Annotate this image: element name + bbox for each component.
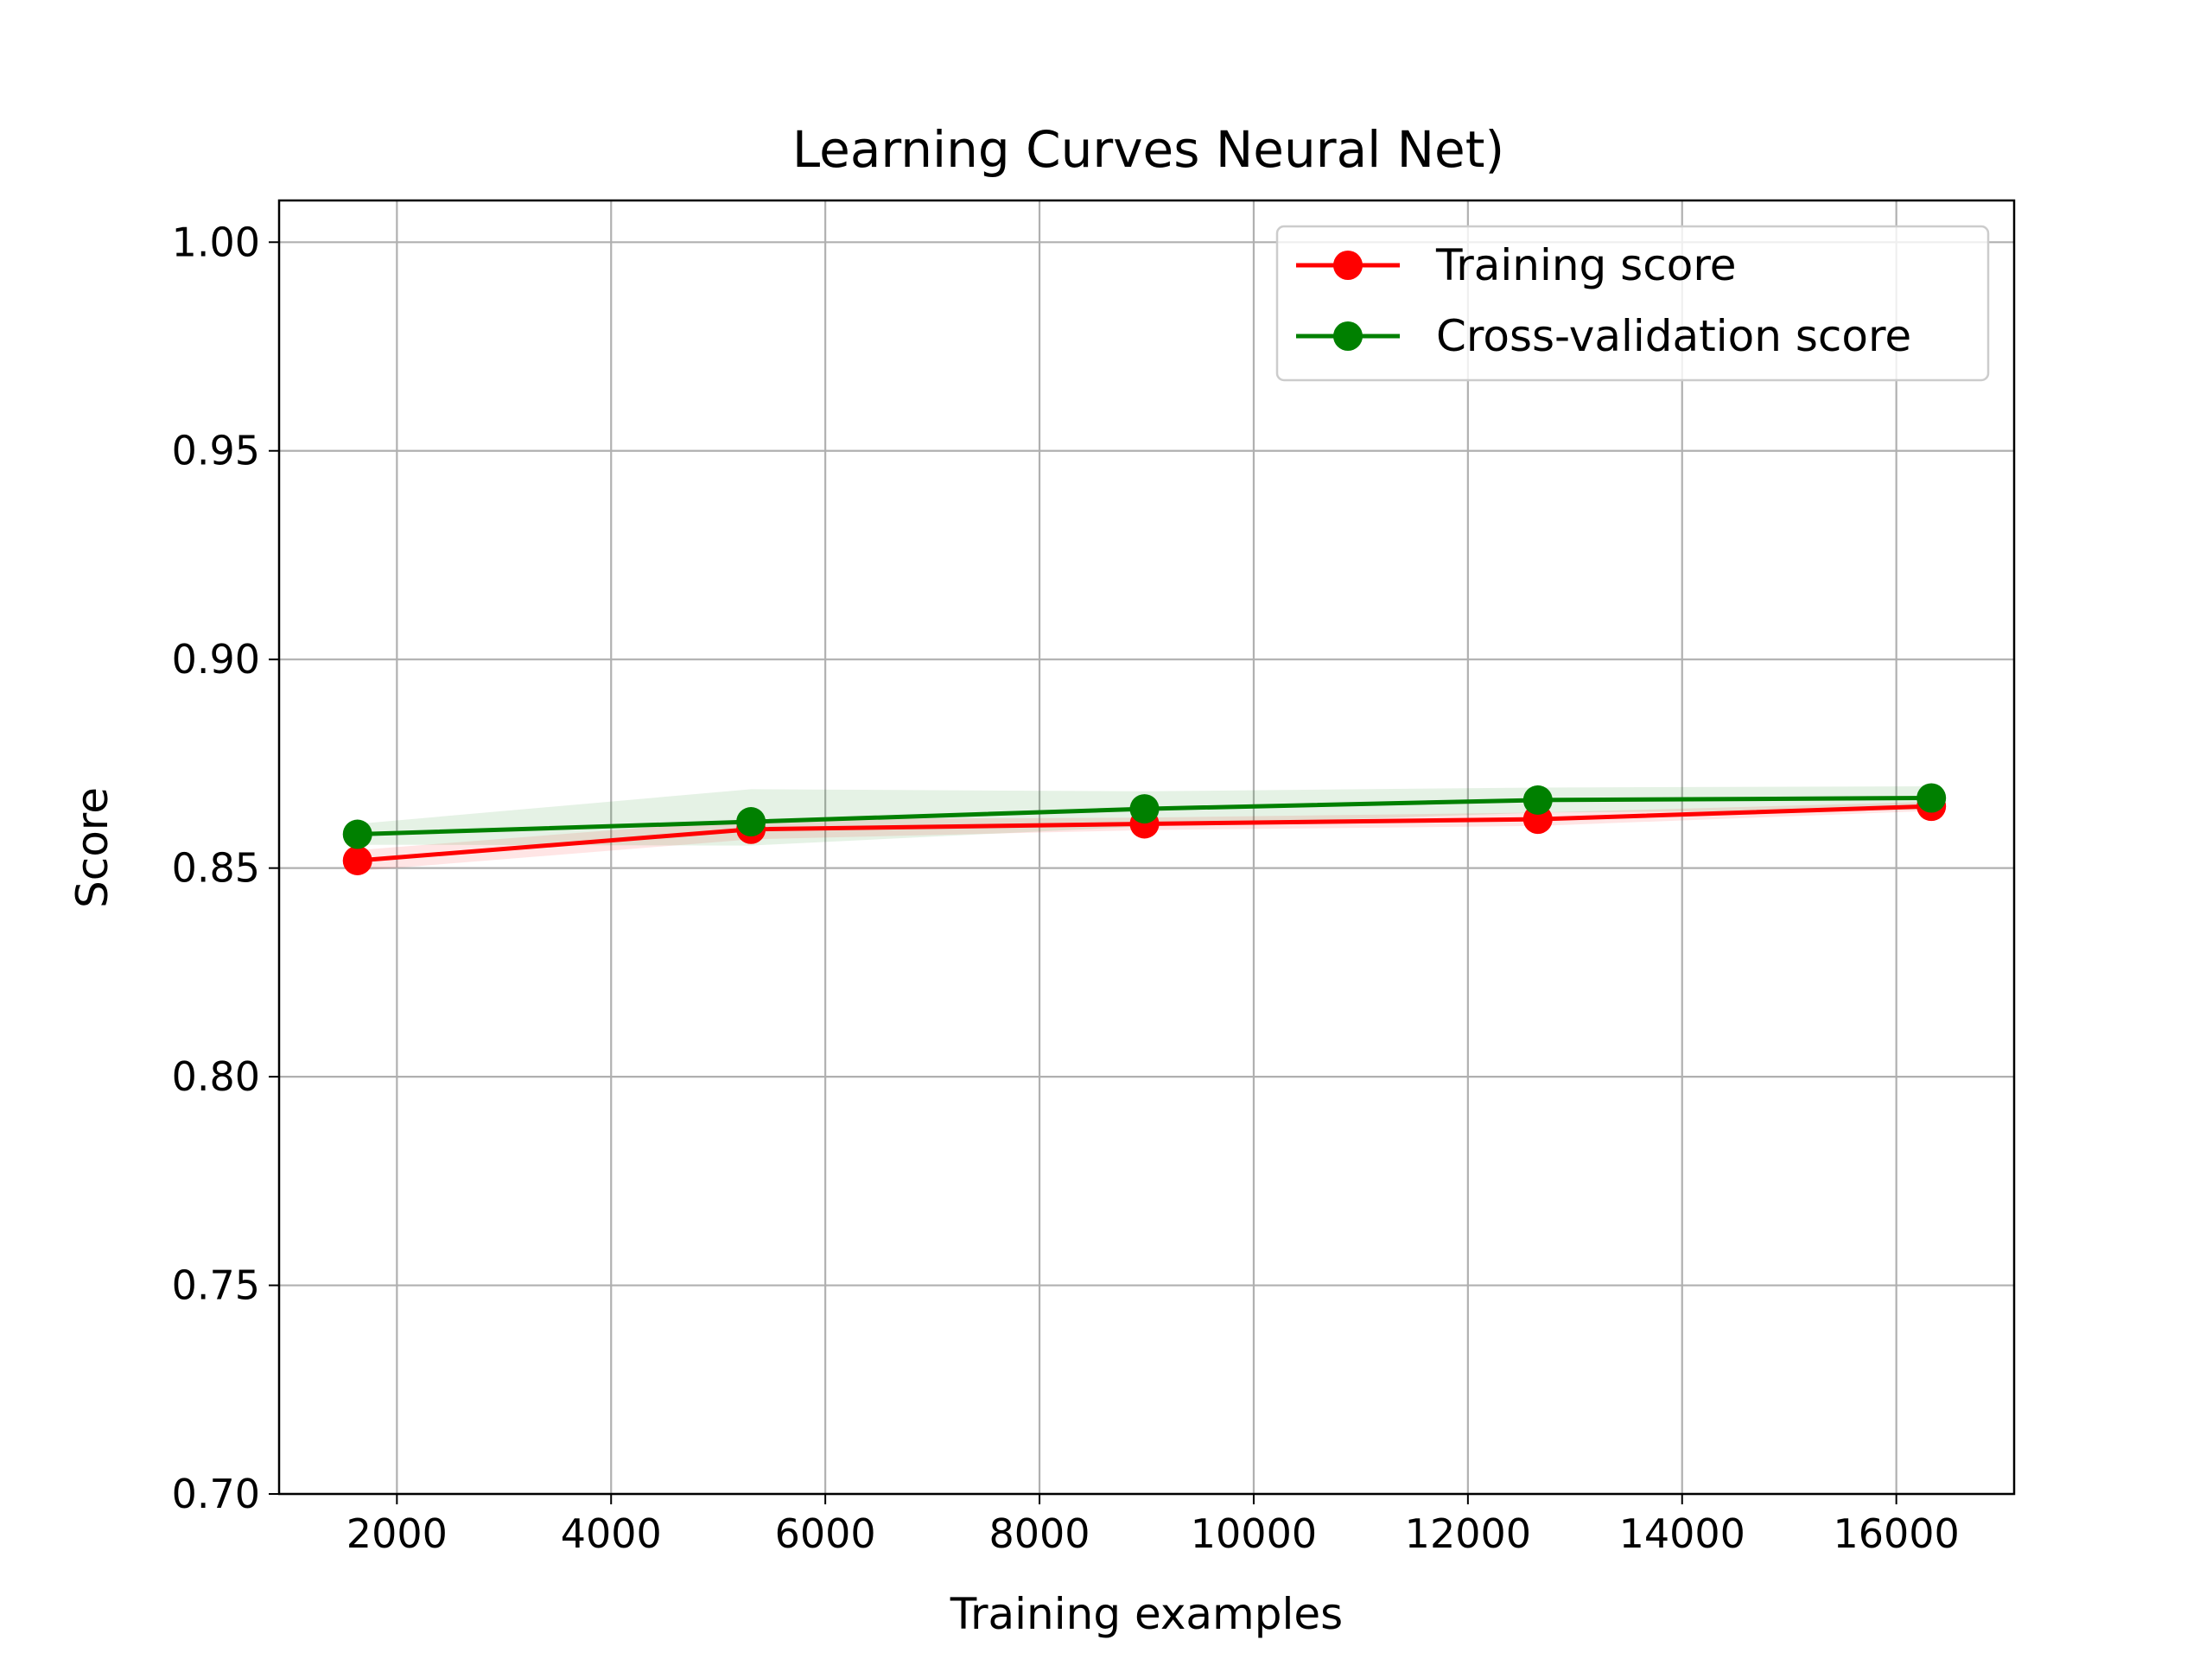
- series-markers: [342, 783, 1947, 875]
- chart-title: Learning Curves Neural Net): [792, 120, 1504, 179]
- x-tick-label: 16000: [1833, 1510, 1959, 1557]
- y-tick-label: 0.90: [172, 636, 260, 683]
- x-tick-label: 10000: [1191, 1510, 1317, 1557]
- x-tick-label: 4000: [561, 1510, 662, 1557]
- y-tick-label: 0.75: [172, 1262, 260, 1309]
- legend-box: [1275, 225, 1990, 382]
- x-tick-label: 8000: [989, 1510, 1090, 1557]
- series-2-point: [1916, 783, 1947, 813]
- legend-series-1-label: Training score: [1435, 240, 1737, 290]
- x-axis-ticks: 2000 4000 6000 8000 10000 12000 14000 16000: [346, 1494, 1960, 1557]
- y-tick-label: 0.95: [172, 428, 260, 474]
- series-2-point: [736, 807, 766, 837]
- y-axis-label: Score: [67, 787, 118, 908]
- y-tick-label: 0.85: [172, 845, 260, 892]
- y-axis-ticks: 0.70 0.75 0.80 0.85 0.90 0.95 1.00: [172, 219, 279, 1517]
- legend-series-2-marker: [1333, 321, 1363, 351]
- y-tick-label: 0.80: [172, 1053, 260, 1100]
- x-tick-label: 2000: [346, 1510, 448, 1557]
- legend: Training score Cross-validation score: [1275, 225, 1990, 382]
- legend-series-2-label: Cross-validation score: [1436, 311, 1911, 361]
- plot-frame: [277, 199, 2016, 1496]
- x-tick-label: 14000: [1619, 1510, 1745, 1557]
- series-2-point: [1129, 794, 1160, 824]
- y-tick-label: 1.00: [172, 219, 260, 265]
- x-tick-label: 12000: [1405, 1510, 1531, 1557]
- x-tick-label: 6000: [775, 1510, 876, 1557]
- y-tick-label: 0.70: [172, 1471, 260, 1517]
- x-axis-label: Training examples: [950, 1589, 1343, 1639]
- series-2-point: [342, 819, 372, 849]
- legend-series-1-marker: [1333, 251, 1363, 280]
- series-2-point: [1522, 785, 1553, 815]
- series-1-point: [342, 845, 372, 875]
